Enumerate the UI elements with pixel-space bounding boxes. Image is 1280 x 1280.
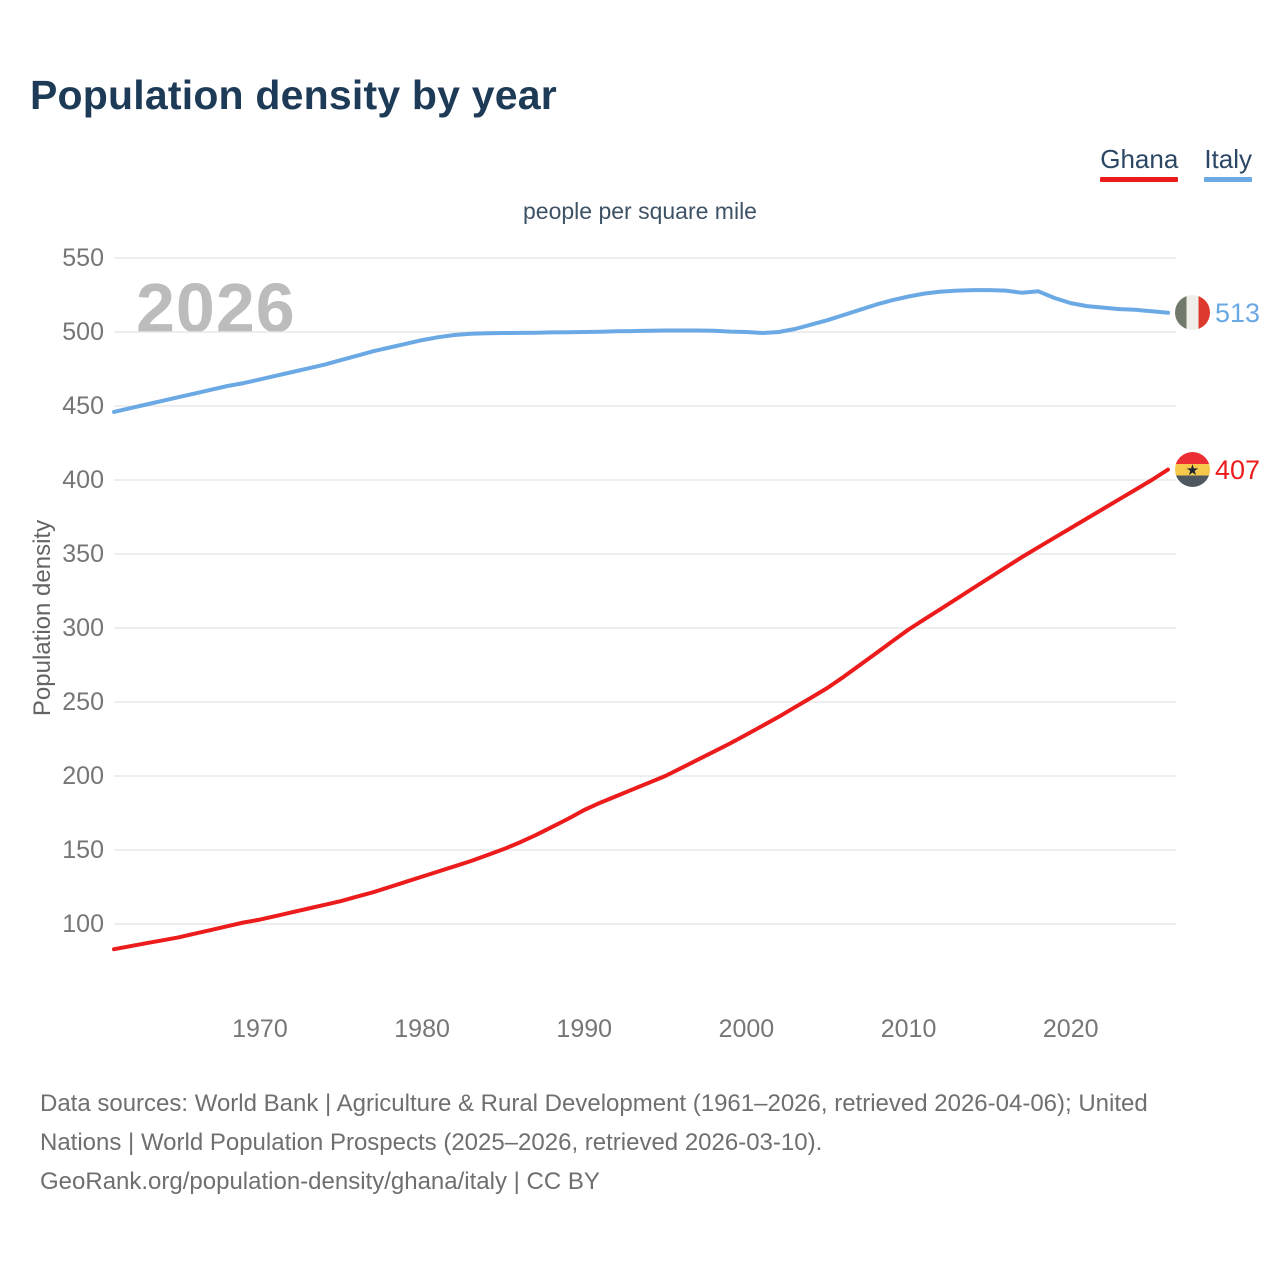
footer-line-2: Nations | World Population Prospects (20… xyxy=(40,1129,823,1156)
chart-subtitle: people per square mile xyxy=(523,198,757,224)
y-tick-label: 400 xyxy=(62,466,104,494)
italy-end-value: 513 xyxy=(1215,297,1261,328)
ghana-star-icon: ★ xyxy=(1185,461,1200,479)
legend-item-ghana[interactable]: Ghana xyxy=(1100,144,1179,182)
chart-legend: Ghana Italy xyxy=(1100,144,1252,182)
y-tick-label: 150 xyxy=(62,836,104,864)
y-tick-label: 300 xyxy=(62,614,104,642)
y-tick-label: 550 xyxy=(62,244,104,272)
page-title: Population density by year xyxy=(30,72,557,118)
y-tick-label: 450 xyxy=(62,392,104,420)
footer-line-3: GeoRank.org/population-density/ghana/ita… xyxy=(40,1168,600,1195)
y-tick-label: 250 xyxy=(62,688,104,716)
y-tick-label: 200 xyxy=(62,762,104,790)
x-tick-label: 1980 xyxy=(394,1015,450,1043)
x-tick-label: 2000 xyxy=(718,1015,775,1043)
x-tick-label: 2010 xyxy=(880,1015,937,1043)
legend-item-italy[interactable]: Italy xyxy=(1204,144,1252,182)
y-tick-label: 500 xyxy=(62,318,104,346)
y-tick-label: 350 xyxy=(62,540,104,568)
legend-label-italy: Italy xyxy=(1204,144,1252,174)
legend-underline-ghana xyxy=(1100,177,1179,182)
x-tick-label: 1990 xyxy=(556,1015,613,1043)
footer-line-1: Data sources: World Bank | Agriculture &… xyxy=(40,1090,1148,1117)
y-tick-label: 100 xyxy=(62,910,104,938)
data-sources-footer: Data sources: World Bank | Agriculture &… xyxy=(40,1084,1148,1201)
year-watermark: 2026 xyxy=(136,269,296,347)
x-tick-label: 2020 xyxy=(1042,1015,1099,1043)
x-tick-label: 1970 xyxy=(232,1015,288,1043)
ghana-flag-icon: ★ xyxy=(1175,452,1210,488)
legend-label-ghana: Ghana xyxy=(1100,144,1179,174)
italy-flag-icon xyxy=(1175,295,1210,331)
ghana-line xyxy=(112,467,1170,952)
legend-underline-italy xyxy=(1204,177,1252,182)
ghana-end-value: 407 xyxy=(1215,454,1261,485)
